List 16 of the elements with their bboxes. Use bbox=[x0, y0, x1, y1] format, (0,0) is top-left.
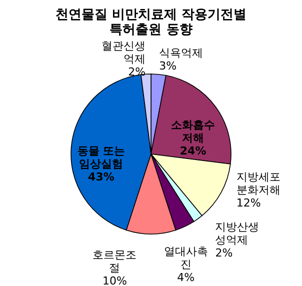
slice-label: 동물 또는 임상실험 bbox=[77, 144, 126, 170]
data-label: 2% bbox=[215, 246, 233, 260]
slice-label: 식욕억제 bbox=[159, 46, 204, 60]
slice-label: 호르몬조절 bbox=[92, 248, 137, 275]
data-label: 43% bbox=[88, 170, 114, 184]
data-label: 10% bbox=[102, 274, 127, 286]
slice-label: 지방세포분화저해 bbox=[236, 170, 280, 196]
data-label: 3% bbox=[159, 59, 177, 72]
data-label: 12% bbox=[236, 196, 261, 210]
slice-label: 소화흡수저해 bbox=[171, 118, 216, 144]
chart-title: 천연물질 비만치료제 작용기전별 특허출원 동향 bbox=[55, 8, 247, 38]
slice-label: 지방산생성억제 bbox=[215, 220, 260, 246]
data-label: 24% bbox=[180, 144, 206, 158]
slice-label: 혈관신생억제 bbox=[102, 40, 146, 66]
slice-label: 열대사촉진 bbox=[164, 244, 208, 271]
data-label: 4% bbox=[177, 270, 195, 284]
